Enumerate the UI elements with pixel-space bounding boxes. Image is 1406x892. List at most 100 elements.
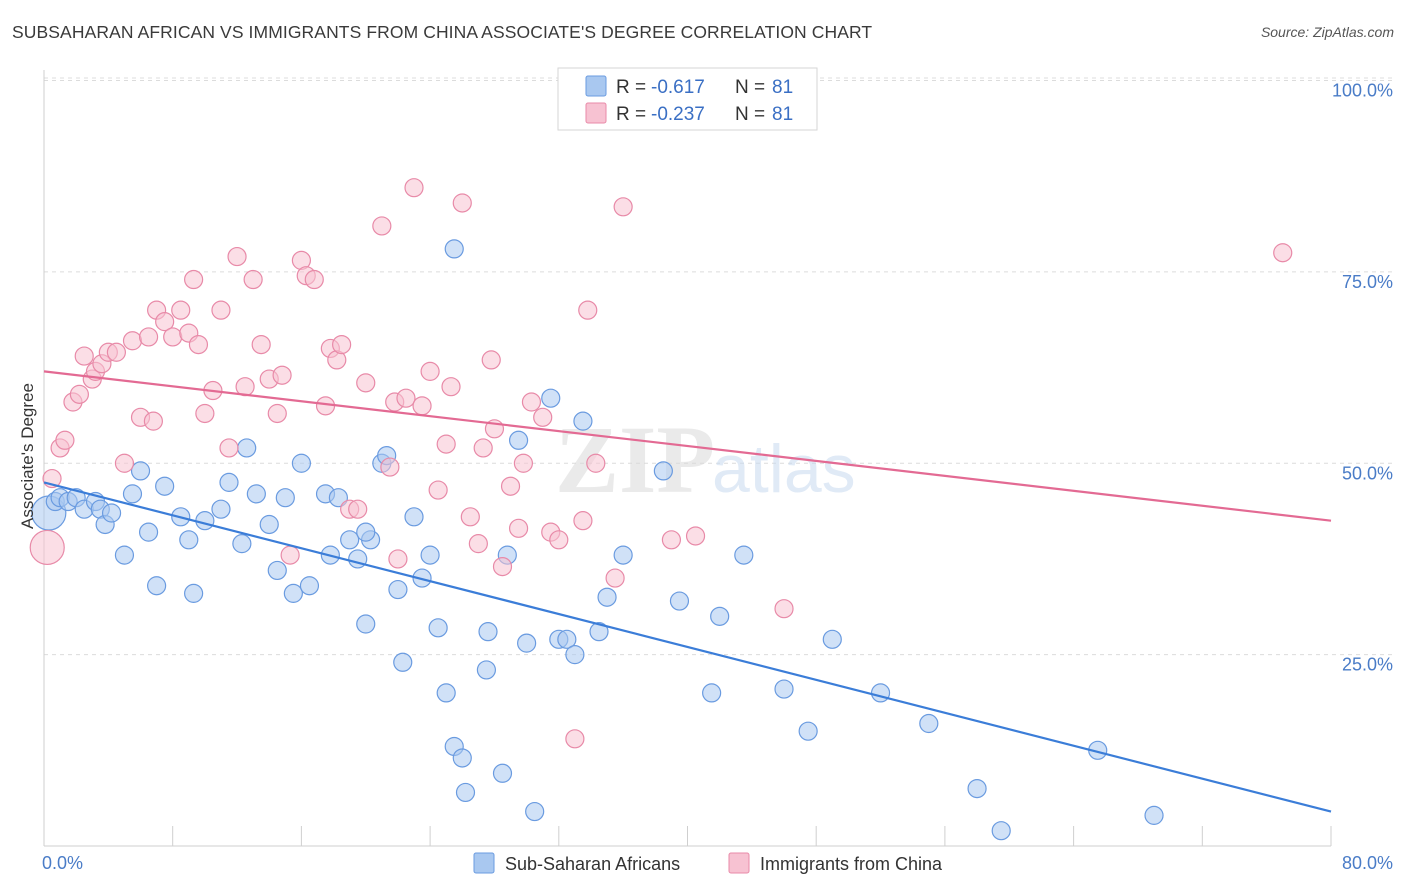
point-china [412,396,432,416]
y-tick-label: 75.0% [1342,272,1393,292]
point-china [195,403,215,424]
point-sub-saharan [734,545,754,565]
bottom-legend-swatch-sub-saharan [473,852,495,874]
point-sub-saharan [388,579,408,600]
point-sub-saharan [420,545,440,565]
point-china [356,373,376,393]
point-sub-saharan [444,239,464,259]
point-sub-saharan [452,748,472,768]
point-china [272,365,292,385]
point-china [332,334,352,355]
x-tick-label-min: 0.0% [42,853,83,873]
point-sub-saharan [356,522,376,542]
point-china [184,269,204,290]
point-china [388,549,408,569]
point-sub-saharan [798,721,818,741]
point-china [441,377,461,397]
point-china [227,246,247,267]
point-sub-saharan [870,683,891,703]
point-sub-saharan [340,530,360,550]
point-china [122,331,143,351]
point-sub-saharan [478,622,498,642]
y-tick-label: 100.0% [1332,81,1393,101]
point-china [69,384,89,404]
point-china [521,392,542,412]
point-china [573,511,593,531]
point-china [481,350,501,370]
point-sub-saharan [508,430,529,450]
point-sub-saharan [573,411,593,431]
point-china [436,434,456,454]
bottom-legend-label-sub-saharan: Sub-Saharan Africans [505,854,680,874]
point-china [304,269,324,290]
point-sub-saharan [428,618,448,638]
point-sub-saharan [356,614,376,634]
point-sub-saharan [919,713,939,734]
legend-r-value-2: -0.237 [651,104,705,125]
point-china [774,599,794,619]
legend-r-label-2: R = [616,104,646,125]
point-china [29,529,65,566]
point-sub-saharan [195,511,215,531]
point-china [586,453,606,473]
point-sub-saharan [702,683,722,703]
point-sub-saharan [967,778,987,799]
point-sub-saharan [710,606,730,626]
point-sub-saharan [404,507,424,527]
y-tick-label: 50.0% [1342,463,1393,483]
point-sub-saharan [237,438,257,458]
point-sub-saharan [328,488,349,508]
point-china [280,545,300,565]
point-china [251,334,271,355]
point-sub-saharan [122,484,143,504]
point-sub-saharan [774,679,794,699]
point-sub-saharan [299,576,320,596]
point-sub-saharan [541,388,561,408]
bottom-legend-label-china: Immigrants from China [760,854,943,874]
point-sub-saharan [147,576,167,596]
point-china [106,342,126,362]
point-china [473,438,493,458]
point-china [211,300,231,320]
y-tick-labels: 25.0% 50.0% 75.0% 100.0% [1332,81,1393,675]
point-china [138,327,159,347]
point-china [452,193,472,213]
point-china [508,518,529,538]
data-points [29,178,1293,841]
point-china [1273,243,1293,263]
svg-text:atlas: atlas [712,431,856,507]
source-note: Source: ZipAtlas.com [1260,24,1394,40]
point-sub-saharan [822,629,842,649]
point-sub-saharan [232,534,252,554]
point-sub-saharan [155,476,175,496]
trend-line-sub-saharan [43,481,1332,813]
bottom-legend-swatch-china [728,852,750,874]
point-sub-saharan [393,652,413,672]
point-china [372,216,392,236]
legend-n-label-1: N = [735,77,765,98]
x-ticks [43,826,1332,846]
point-sub-saharan [476,660,497,680]
point-china [243,269,263,290]
legend-n-label-2: N = [735,104,765,125]
point-china [55,430,75,450]
point-china [492,556,513,577]
point-china [114,453,135,473]
point-sub-saharan [669,591,690,611]
point-china [396,388,416,408]
gridlines [44,77,1392,656]
point-china [171,300,191,320]
top-legend: R = -0.617 N = 81 R = -0.237 N = 81 [557,67,818,131]
point-sub-saharan [267,560,287,581]
legend-r-label-1: R = [616,77,646,98]
point-sub-saharan [275,488,295,508]
point-china [549,530,569,550]
point-china [404,178,424,198]
trend-lines [43,370,1332,813]
point-china [155,312,175,332]
point-china [460,507,480,527]
point-sub-saharan [436,683,456,703]
point-sub-saharan [492,763,513,783]
chart-title: SUBSAHARAN AFRICAN VS IMMIGRANTS FROM CH… [12,22,873,42]
point-china [565,729,585,749]
